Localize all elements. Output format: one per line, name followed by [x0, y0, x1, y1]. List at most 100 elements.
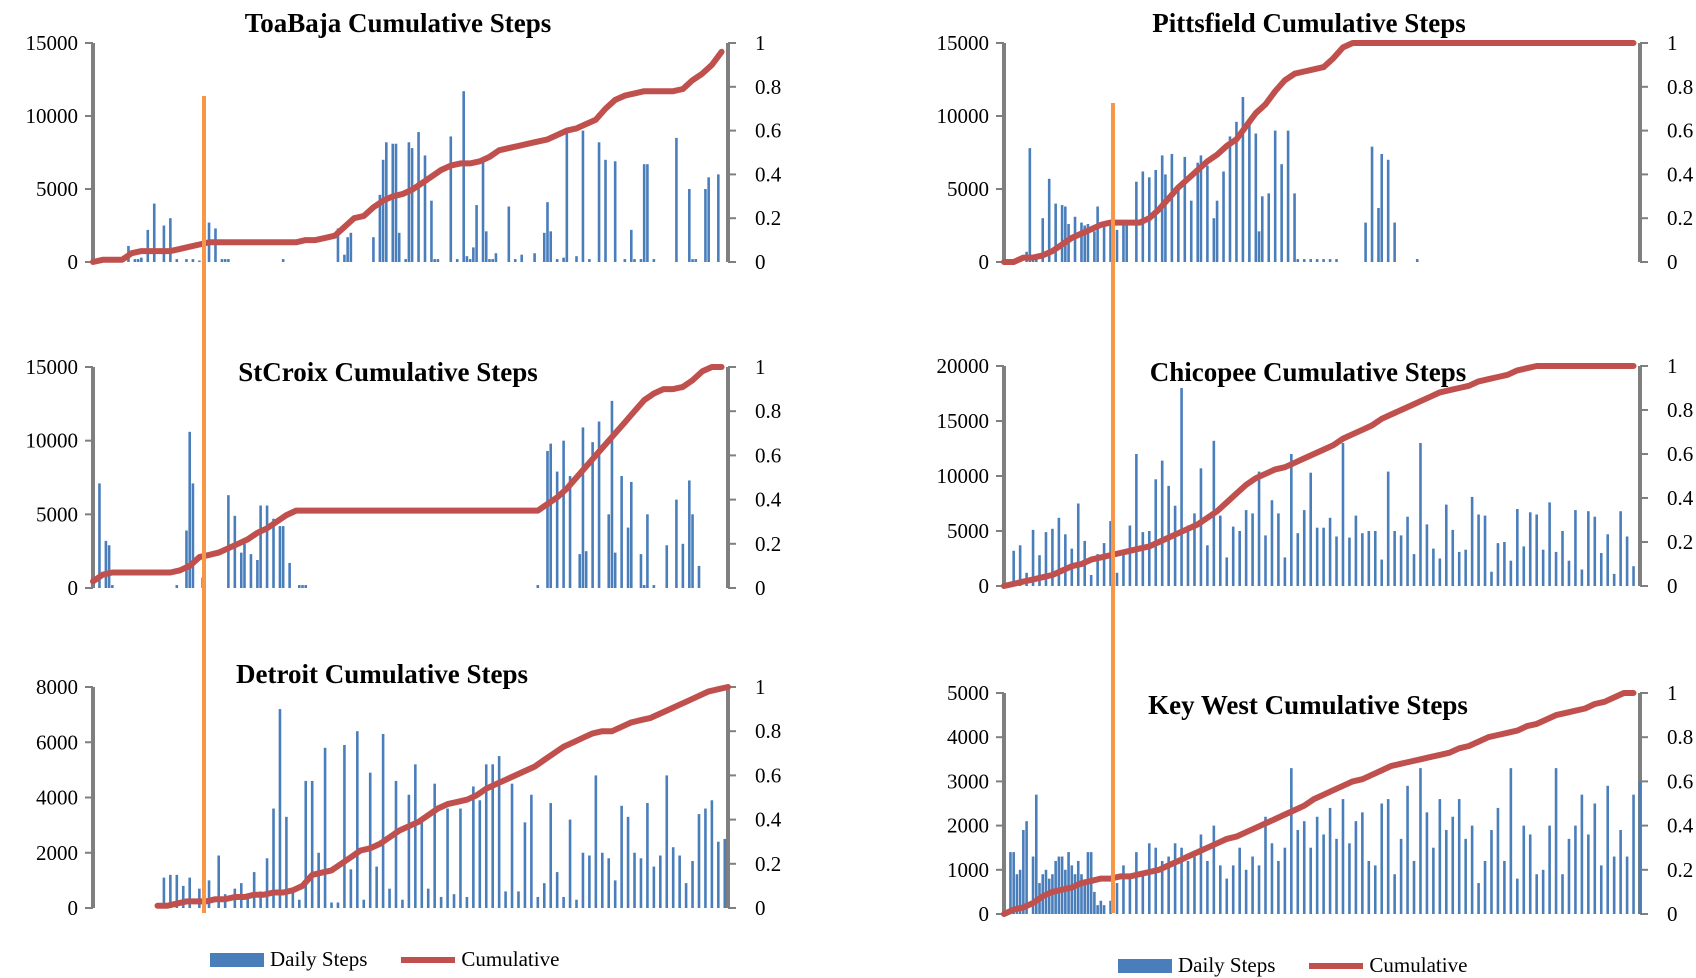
bar-daily-steps [1619, 830, 1622, 914]
bar-daily-steps [1296, 830, 1300, 914]
bar-daily-steps [410, 148, 414, 262]
bar-daily-steps [323, 747, 327, 908]
bar-daily-steps [691, 259, 694, 262]
bar-daily-steps [227, 495, 230, 588]
bar-daily-steps [265, 505, 269, 588]
right-tick-label: 0.2 [755, 206, 781, 230]
bar-daily-steps [1638, 781, 1642, 914]
bar-daily-steps [1393, 531, 1396, 586]
bar-daily-steps [278, 526, 282, 588]
right-tick-label: 0.4 [755, 162, 782, 186]
bar-daily-steps [1238, 847, 1241, 914]
left-tick-label: 0 [68, 576, 79, 600]
bar-daily-steps [162, 877, 166, 908]
bar-daily-steps [549, 803, 553, 908]
bar-daily-steps [639, 259, 643, 262]
bar-daily-steps [1199, 155, 1203, 262]
bar-daily-steps [642, 164, 646, 262]
right-tick-label: 0.4 [755, 488, 782, 512]
left-tick-label: 10000 [937, 464, 990, 488]
chart-panel-3: 0 2000 4000 6000 8000 0 0.2 0.4 0.6 0.8 1 Detroit C… [36, 659, 782, 920]
left-tick-label: 3000 [947, 769, 989, 793]
bar-daily-steps [681, 543, 685, 588]
bar-daily-steps [1354, 821, 1358, 914]
bar-daily-steps [717, 841, 720, 908]
bar-daily-steps [252, 872, 256, 908]
bar-daily-steps [217, 855, 221, 908]
bar-daily-steps [1012, 550, 1015, 586]
bar-daily-steps [1302, 821, 1306, 914]
bar-daily-steps [1535, 514, 1538, 586]
bar-daily-steps [175, 585, 179, 588]
left-tick-label: 10000 [26, 104, 79, 128]
bar-daily-steps [1060, 205, 1064, 262]
bar-daily-steps [1464, 838, 1467, 914]
bar-daily-steps [565, 130, 569, 262]
bar-daily-steps [1022, 830, 1025, 914]
bar-daily-steps [1399, 838, 1403, 914]
bar-daily-steps [1135, 454, 1138, 586]
bar-daily-steps [1054, 860, 1057, 914]
bar-daily-steps [646, 803, 649, 908]
legend-line-swatch [401, 956, 456, 963]
bar-daily-steps [1076, 503, 1080, 586]
bar-daily-steps [169, 874, 172, 908]
bar-daily-steps [1089, 575, 1093, 586]
bar-daily-steps [1099, 900, 1103, 914]
right-tick-label: 0 [1667, 902, 1678, 926]
bar-daily-steps [1370, 146, 1374, 262]
bar-daily-steps [478, 800, 482, 908]
bar-daily-steps [1309, 847, 1313, 914]
left-tick-label: 8000 [36, 675, 78, 699]
right-tick-label: 0.4 [1667, 162, 1694, 186]
left-tick-label: 15000 [26, 355, 79, 379]
bar-daily-steps [1290, 768, 1293, 914]
bar-daily-steps [510, 783, 514, 908]
bar-daily-steps [1109, 225, 1112, 262]
bar-daily-steps [600, 852, 604, 908]
bar-daily-steps [1341, 799, 1345, 914]
bar-daily-steps [1328, 259, 1332, 262]
left-tick-label: 5000 [36, 177, 78, 201]
bar-daily-steps [278, 709, 282, 908]
bar-daily-steps [1083, 225, 1087, 262]
bar-daily-steps [1034, 794, 1038, 914]
left-tick-label: 0 [979, 902, 990, 926]
bar-daily-steps [659, 855, 662, 908]
bar-daily-steps [1031, 856, 1035, 914]
bar-daily-steps [568, 819, 572, 908]
bar-daily-steps [597, 142, 601, 262]
bar-daily-steps [523, 822, 527, 908]
bar-daily-steps [581, 852, 585, 908]
bar-daily-steps [301, 585, 304, 588]
bar-daily-steps [578, 554, 582, 588]
bar-daily-steps [346, 237, 349, 262]
bar-daily-steps [1419, 443, 1422, 586]
bar-daily-steps [1490, 830, 1493, 914]
bar-daily-steps [1186, 525, 1190, 586]
bar-daily-steps [1270, 500, 1274, 586]
bar-daily-steps [546, 202, 549, 262]
bar-daily-steps [665, 545, 669, 588]
bar-daily-steps [1115, 229, 1119, 262]
bar-daily-steps [220, 259, 224, 262]
bar-daily-steps [1399, 535, 1403, 586]
bar-daily-steps [520, 254, 524, 262]
bar-daily-steps [1093, 231, 1096, 262]
right-tick-label: 0.6 [1667, 119, 1693, 143]
bar-daily-steps [175, 874, 179, 908]
bar-daily-steps [191, 259, 195, 262]
bar-daily-steps [281, 259, 285, 262]
bar-daily-steps [462, 91, 465, 263]
bar-daily-steps [626, 816, 630, 908]
bar-daily-steps [1080, 222, 1083, 262]
bar-daily-steps [1128, 874, 1132, 914]
bar-daily-steps [297, 899, 301, 908]
right-tick-label: 0.8 [755, 75, 781, 99]
bar-daily-steps [1483, 860, 1487, 914]
right-tick-label: 0.6 [755, 763, 781, 787]
bar-daily-steps [107, 545, 111, 588]
bar-daily-steps [1170, 153, 1174, 262]
bar-daily-steps [1567, 838, 1571, 914]
bar-daily-steps [381, 733, 385, 908]
